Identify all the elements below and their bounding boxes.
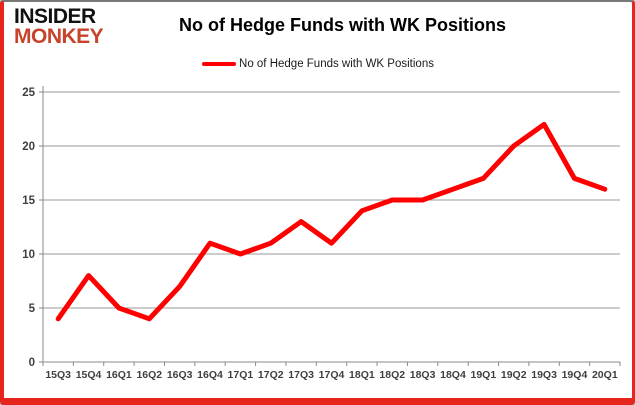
x-axis-label: 17Q2: [258, 369, 284, 381]
x-axis-label: 16Q3: [167, 369, 193, 381]
x-axis-label: 19Q3: [531, 369, 557, 381]
x-axis-label: 16Q2: [136, 369, 162, 381]
page-title: No of Hedge Funds with WK Positions: [179, 15, 506, 35]
x-axis-label: 18Q4: [440, 369, 466, 381]
y-axis-label: 10: [22, 249, 35, 261]
y-axis-label: 20: [22, 141, 35, 153]
x-axis-label: 15Q3: [45, 369, 71, 381]
logo-text-monkey: MONKEY: [14, 25, 104, 48]
x-axis-label: 16Q1: [106, 369, 132, 381]
x-axis-label: 17Q4: [319, 369, 345, 381]
x-axis-label: 17Q3: [288, 369, 314, 381]
y-axis-label: 15: [22, 195, 35, 207]
line-chart: 0 5 10 15 20 25 15Q3 15Q4 16Q1 16Q2 16Q3 16Q4 17Q1 17…: [22, 86, 621, 381]
y-axis-label: 25: [22, 87, 35, 99]
x-axis-label: 18Q1: [349, 369, 375, 381]
legend-label: No of Hedge Funds with WK Positions: [239, 58, 434, 70]
y-axis-label: 0: [29, 357, 35, 369]
y-axis-label: 5: [29, 303, 36, 315]
x-axis-label: 19Q2: [501, 369, 527, 381]
x-axis-label: 19Q4: [562, 369, 588, 381]
x-axis-label: 18Q2: [379, 369, 405, 381]
x-axis-label: 16Q4: [197, 369, 223, 381]
x-axis-label: 15Q4: [76, 369, 102, 381]
logo-text-insider: INSIDER: [14, 5, 96, 28]
x-axis-label: 17Q1: [228, 369, 254, 381]
x-axis-label: 18Q3: [410, 369, 436, 381]
chart-legend: No of Hedge Funds with WK Positions: [4, 58, 632, 70]
insider-monkey-logo: INSIDER MONKEY: [14, 5, 104, 48]
data-line-series: [55, 121, 608, 322]
legend-line-swatch: [202, 62, 237, 66]
x-axis-label: 20Q1: [592, 369, 618, 381]
x-axis-label: 19Q1: [470, 369, 496, 381]
